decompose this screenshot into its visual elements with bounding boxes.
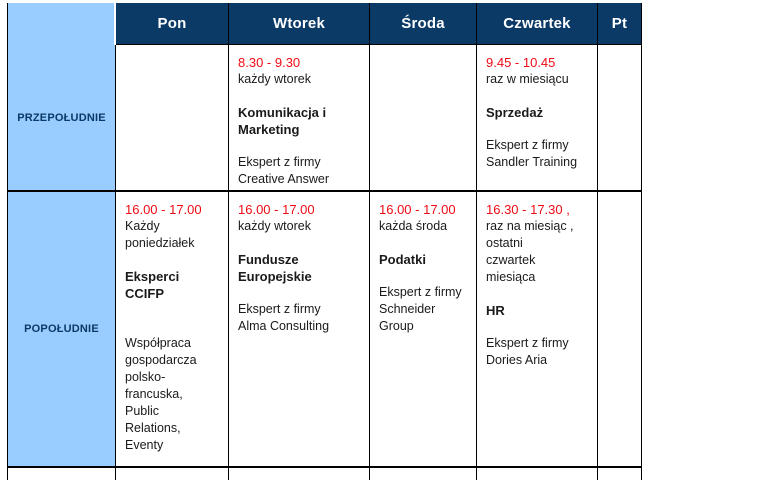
next-row-stub-pt	[598, 468, 642, 480]
session-time: 16.00 - 17.00	[125, 202, 202, 217]
next-row-stub-wtorek	[229, 468, 370, 480]
session-expert: Ekspert z firmy Alma Consulting	[238, 302, 330, 333]
session-cell-morning-czwartek: 9.45 - 10.45 raz w miesiącu Sprzedaż Eks…	[477, 45, 598, 192]
session-cell-morning-pt	[598, 45, 642, 192]
session-topic: Podatki	[379, 252, 426, 267]
timeslot-label: POPOŁUDNIE	[24, 323, 99, 335]
session-topic: HR	[486, 303, 505, 318]
day-header-pt: Pt	[598, 3, 642, 45]
sidebar-header-spacer	[8, 3, 116, 45]
session-cell-morning-pon	[116, 45, 229, 192]
session-topic: Eksperci CCIFP	[125, 269, 180, 301]
next-row-stub-pon	[116, 468, 229, 480]
next-row-stub-czwartek	[477, 468, 598, 480]
timeslot-label-przepoludnie: PRZEPOŁUDNIE	[8, 45, 116, 192]
session-time: 16.00 - 17.00	[238, 202, 315, 217]
timeslot-label-popoludnie: POPOŁUDNIE	[8, 192, 116, 468]
session-frequency: raz na miesiąc , ostatni czwartek miesią…	[486, 219, 574, 284]
session-topic: Komunikacja i Marketing	[238, 105, 327, 137]
day-header-sroda: Środa	[370, 3, 477, 45]
next-row-stub-sidebar	[8, 468, 116, 480]
session-time: 16.00 - 17.00	[379, 202, 456, 217]
session-description: Współpraca gospodarcza polsko- francuska…	[125, 336, 197, 452]
session-time: 9.45 - 10.45	[486, 55, 556, 70]
session-cell-morning-wtorek: 8.30 - 9.30 każdy wtorek Komunikacja i M…	[229, 45, 370, 192]
session-expert: Ekspert z firmy Dories Aria	[486, 336, 569, 367]
day-header-wtorek: Wtorek	[229, 3, 370, 45]
session-topic: Fundusze Europejskie	[238, 252, 312, 284]
session-cell-afternoon-pon: 16.00 - 17.00 Każdy poniedziałek Eksperc…	[116, 192, 229, 468]
timeslot-label: PRZEPOŁUDNIE	[17, 111, 106, 124]
session-expert: Ekspert z firmy Creative Answer	[238, 155, 330, 186]
session-cell-afternoon-wtorek: 16.00 - 17.00 każdy wtorek Fundusze Euro…	[229, 192, 370, 468]
session-cell-afternoon-pt	[598, 192, 642, 468]
day-header-pon: Pon	[116, 3, 229, 45]
day-header-label: Pt	[611, 15, 628, 32]
session-frequency: każdy wtorek	[238, 219, 311, 233]
session-topic: Sprzedaż	[486, 105, 544, 120]
day-header-label: Pon	[157, 15, 187, 32]
session-cell-afternoon-czwartek: 16.30 - 17.30 , raz na miesiąc , ostatni…	[477, 192, 598, 468]
schedule-table: Pon Wtorek Środa Czwartek Pt PRZEPOŁUDNI…	[7, 3, 642, 480]
day-header-label: Środa	[401, 15, 445, 32]
session-frequency: każdy wtorek	[238, 72, 311, 86]
session-cell-morning-sroda	[370, 45, 477, 192]
session-cell-afternoon-sroda: 16.00 - 17.00 każda środa Podatki Eksper…	[370, 192, 477, 468]
day-header-label: Czwartek	[503, 15, 571, 32]
next-row-stub-sroda	[370, 468, 477, 480]
session-time: 16.30 - 17.30 ,	[486, 202, 570, 217]
session-time: 8.30 - 9.30	[238, 55, 301, 70]
session-frequency: każda środa	[379, 219, 448, 233]
day-header-czwartek: Czwartek	[477, 3, 598, 45]
session-expert: Ekspert z firmy Sandler Training	[486, 138, 578, 169]
session-frequency: Każdy poniedziałek	[125, 219, 195, 250]
session-frequency: raz w miesiącu	[486, 72, 569, 86]
session-expert: Ekspert z firmy Schneider Group	[379, 285, 462, 333]
day-header-label: Wtorek	[272, 15, 326, 32]
